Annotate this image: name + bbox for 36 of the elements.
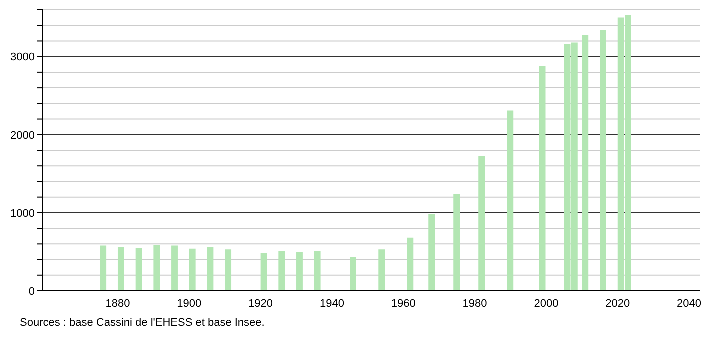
bar xyxy=(278,251,286,291)
y-tick-label: 1000 xyxy=(10,208,35,220)
x-tick-label: 1880 xyxy=(106,298,130,310)
bar xyxy=(100,246,107,291)
x-tick-label: 2020 xyxy=(606,298,630,310)
x-tick-label: 1980 xyxy=(462,298,488,310)
x-tick-label: 2040 xyxy=(677,298,702,310)
bar xyxy=(118,247,124,291)
bar xyxy=(189,248,196,291)
y-tick-label: 3000 xyxy=(10,52,35,64)
x-tick-label: 1960 xyxy=(391,298,416,310)
bar xyxy=(136,248,142,291)
bar xyxy=(600,30,606,291)
y-tick-label: 0 xyxy=(28,286,35,298)
bar xyxy=(507,110,514,291)
bar xyxy=(378,250,386,291)
x-tick-label: 1900 xyxy=(177,298,202,310)
source-note: Sources : base Cassini de l'EHESS et base Insee. xyxy=(20,317,266,329)
bar xyxy=(428,214,436,291)
x-tick-label: 2000 xyxy=(534,298,559,310)
bar xyxy=(225,250,232,291)
bar xyxy=(172,246,178,291)
bar xyxy=(154,244,160,291)
bar xyxy=(207,247,214,291)
y-tick-label: 2000 xyxy=(10,130,35,142)
bar xyxy=(407,238,414,291)
bar xyxy=(260,254,268,291)
bar xyxy=(296,252,303,291)
x-tick-label: 1920 xyxy=(248,298,274,310)
bar xyxy=(350,257,357,291)
bar xyxy=(454,194,460,291)
bar xyxy=(582,34,589,291)
bar xyxy=(539,66,546,291)
bar xyxy=(478,156,486,291)
x-tick-label: 1940 xyxy=(320,298,344,310)
bar xyxy=(314,251,321,291)
